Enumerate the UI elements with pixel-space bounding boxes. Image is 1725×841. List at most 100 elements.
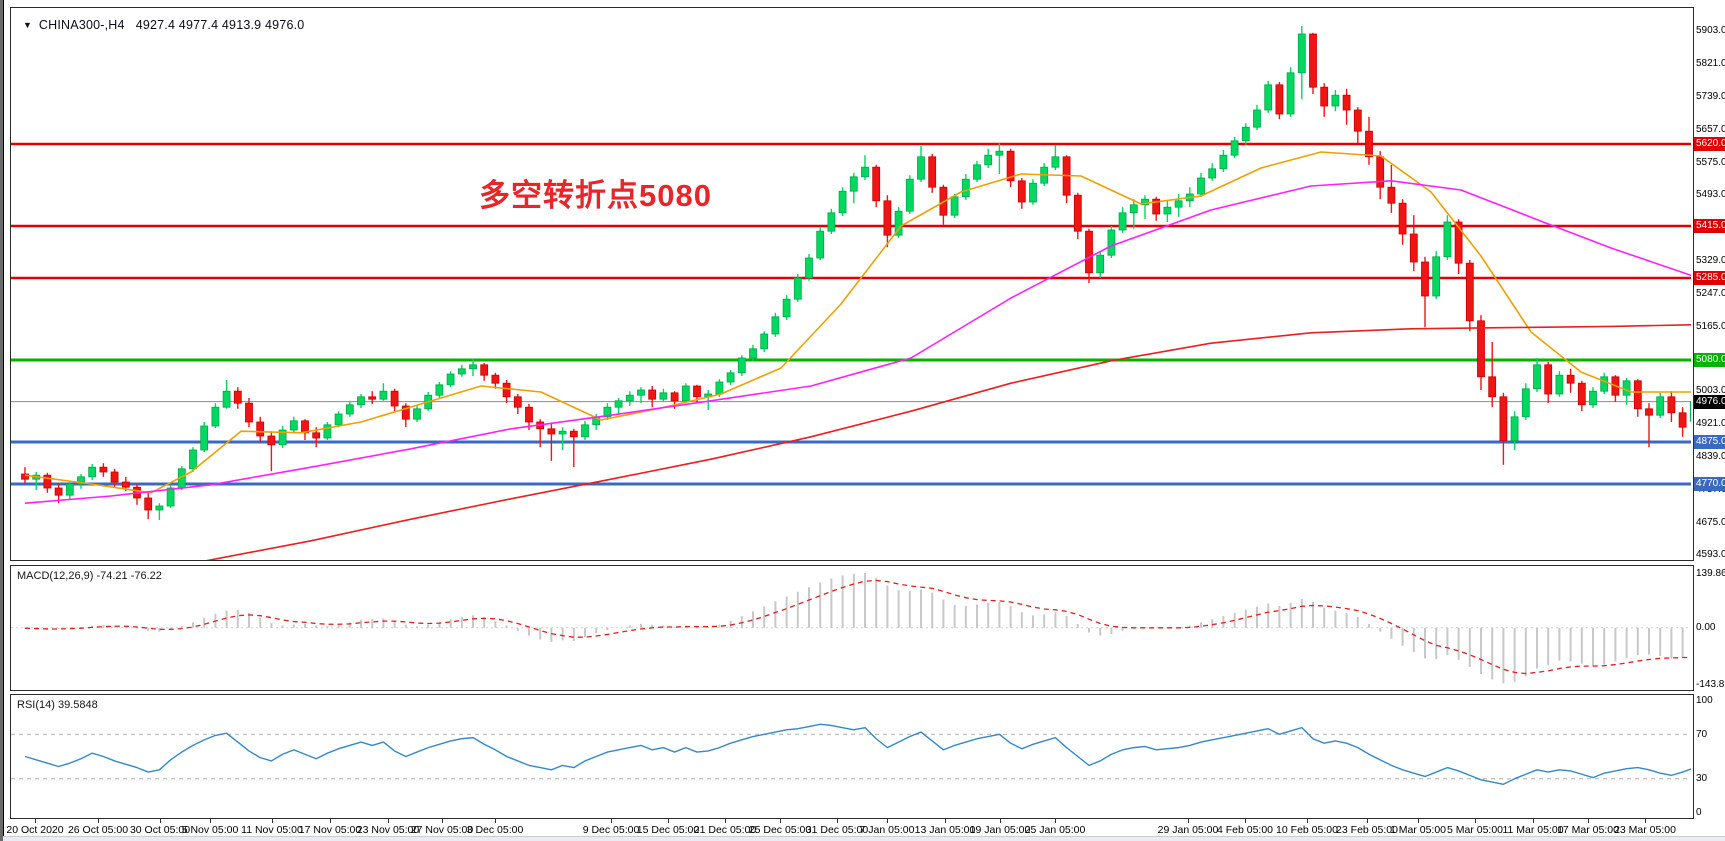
bull-candle: [65, 483, 74, 496]
bear-candle: [99, 466, 108, 473]
bull-candle: [1555, 374, 1564, 395]
bull-candle: [88, 466, 97, 478]
price-tick-5493.0: 5493.0: [1696, 189, 1725, 201]
bull-candle: [1241, 126, 1250, 142]
bull-candle: [357, 396, 365, 406]
candlestick-chart[interactable]: [11, 8, 1691, 560]
time-label: 17 Nov 05:00: [298, 824, 362, 836]
bull-candle: [917, 156, 925, 180]
price-badge-5620.0: 5620.0: [1694, 137, 1725, 151]
bull-candle: [1208, 168, 1217, 179]
bull-candle: [737, 357, 746, 374]
bull-candle: [1297, 33, 1306, 74]
bull-candle: [715, 381, 724, 395]
bear-candle: [1073, 194, 1082, 232]
bear-candle: [1387, 186, 1396, 204]
bull-candle: [77, 476, 85, 485]
macd-chart[interactable]: [11, 566, 1691, 690]
time-tick-mark: [887, 819, 888, 823]
bull-candle: [379, 390, 388, 400]
time-tick-mark: [1307, 819, 1308, 823]
bull-candle: [1197, 177, 1205, 195]
time-label: 17 Mar 05:00: [1557, 824, 1619, 836]
time-tick-mark: [98, 819, 99, 823]
time-tick-mark: [1367, 819, 1368, 823]
bear-candle: [245, 402, 253, 423]
bull-candle: [760, 333, 769, 350]
bull-candle: [323, 424, 332, 439]
ma-slow-red: [205, 324, 1691, 560]
bull-candle: [782, 298, 791, 318]
bear-candle: [502, 382, 511, 398]
bull-candle: [995, 150, 1004, 156]
price-tick-5821.0: 5821.0: [1696, 58, 1725, 70]
bull-candle: [1096, 254, 1105, 274]
macd-histogram: [24, 573, 1684, 684]
bull-candle: [1331, 94, 1340, 107]
bear-candle: [1309, 33, 1317, 88]
bear-candle: [1566, 374, 1575, 384]
bull-candle: [278, 429, 287, 446]
bull-candle: [849, 176, 858, 192]
time-label: 15 Dec 05:00: [636, 824, 700, 836]
rsi-indicator-panel[interactable]: RSI(14) 39.5848: [10, 694, 1694, 819]
bear-candle: [21, 473, 29, 480]
bull-candle: [805, 257, 813, 279]
rsi-chart[interactable]: [11, 695, 1691, 818]
time-label: 23 Mar 05:00: [1614, 824, 1676, 836]
time-tick-mark: [1245, 819, 1246, 823]
bear-candle: [1465, 262, 1474, 322]
bear-candle: [144, 497, 153, 511]
time-tick-mark: [837, 819, 838, 823]
time-tick-mark: [495, 819, 496, 823]
price-tick-5575.0: 5575.0: [1696, 156, 1725, 168]
bear-candle: [121, 481, 130, 488]
price-badge-5080.0: 5080.0: [1694, 353, 1725, 367]
time-label: 9 Dec 05:00: [582, 824, 640, 836]
bear-candle: [670, 392, 679, 402]
bull-candle: [581, 424, 589, 438]
bear-candle: [267, 435, 276, 446]
candlestick-series: [21, 26, 1691, 520]
macd-tick--143.82: -143.82: [1696, 678, 1725, 690]
bull-candle: [1533, 364, 1541, 390]
bear-candle: [43, 474, 52, 489]
price-tick-5739.0: 5739.0: [1696, 90, 1725, 102]
macd-indicator-panel[interactable]: MACD(12,26,9) -74.21 -76.22: [10, 565, 1694, 691]
bear-candle: [1667, 396, 1676, 414]
bull-candle: [1141, 198, 1149, 206]
price-tick-5329.0: 5329.0: [1696, 254, 1725, 266]
time-label: 21 Dec 05:00: [693, 824, 757, 836]
symbol-dropdown-icon[interactable]: ▼: [23, 19, 32, 30]
bull-candle: [1510, 416, 1519, 442]
time-label: 10 Feb 05:00: [1276, 824, 1338, 836]
horizontal-level-lines: [11, 142, 1691, 486]
bull-candle: [345, 404, 354, 415]
time-axis[interactable]: 20 Oct 2020 26 Oct 05:00 30 Oct 05:00 5 Nov…: [6, 819, 1694, 837]
bear-candle: [256, 421, 265, 437]
bull-candle: [435, 384, 444, 396]
time-label: 25 Jan 05:00: [1024, 824, 1086, 836]
main-price-chart-panel[interactable]: ▼ CHINA300-,H4 4927.4 4977.4 4913.9 4976…: [10, 7, 1694, 561]
bear-candle: [54, 487, 63, 496]
chart-title-row: ▼ CHINA300-,H4 4927.4 4977.4 4913.9 4976…: [23, 18, 304, 32]
ma-fast-orange: [24, 151, 1691, 494]
price-tick-5903.0: 5903.0: [1696, 25, 1725, 37]
price-tick-5165.0: 5165.0: [1696, 320, 1725, 332]
bull-candle: [200, 425, 209, 451]
time-tick-mark: [272, 819, 273, 823]
time-tick-mark: [780, 819, 781, 823]
bear-candle: [1275, 84, 1284, 115]
bull-candle: [861, 166, 869, 178]
bull-candle: [827, 212, 836, 232]
time-label: 25 Dec 05:00: [748, 824, 812, 836]
bear-candle: [1633, 380, 1642, 410]
bull-candle: [984, 154, 993, 166]
bear-candle: [547, 428, 556, 435]
ohlc-values-label: 4927.4 4977.4 4913.9 4976.0: [135, 18, 305, 32]
symbol-period-label: CHINA300-,H4: [38, 18, 125, 32]
time-label: 7 Jan 05:00: [859, 824, 915, 836]
bull-candle: [961, 178, 970, 198]
bear-candle: [1365, 130, 1373, 158]
